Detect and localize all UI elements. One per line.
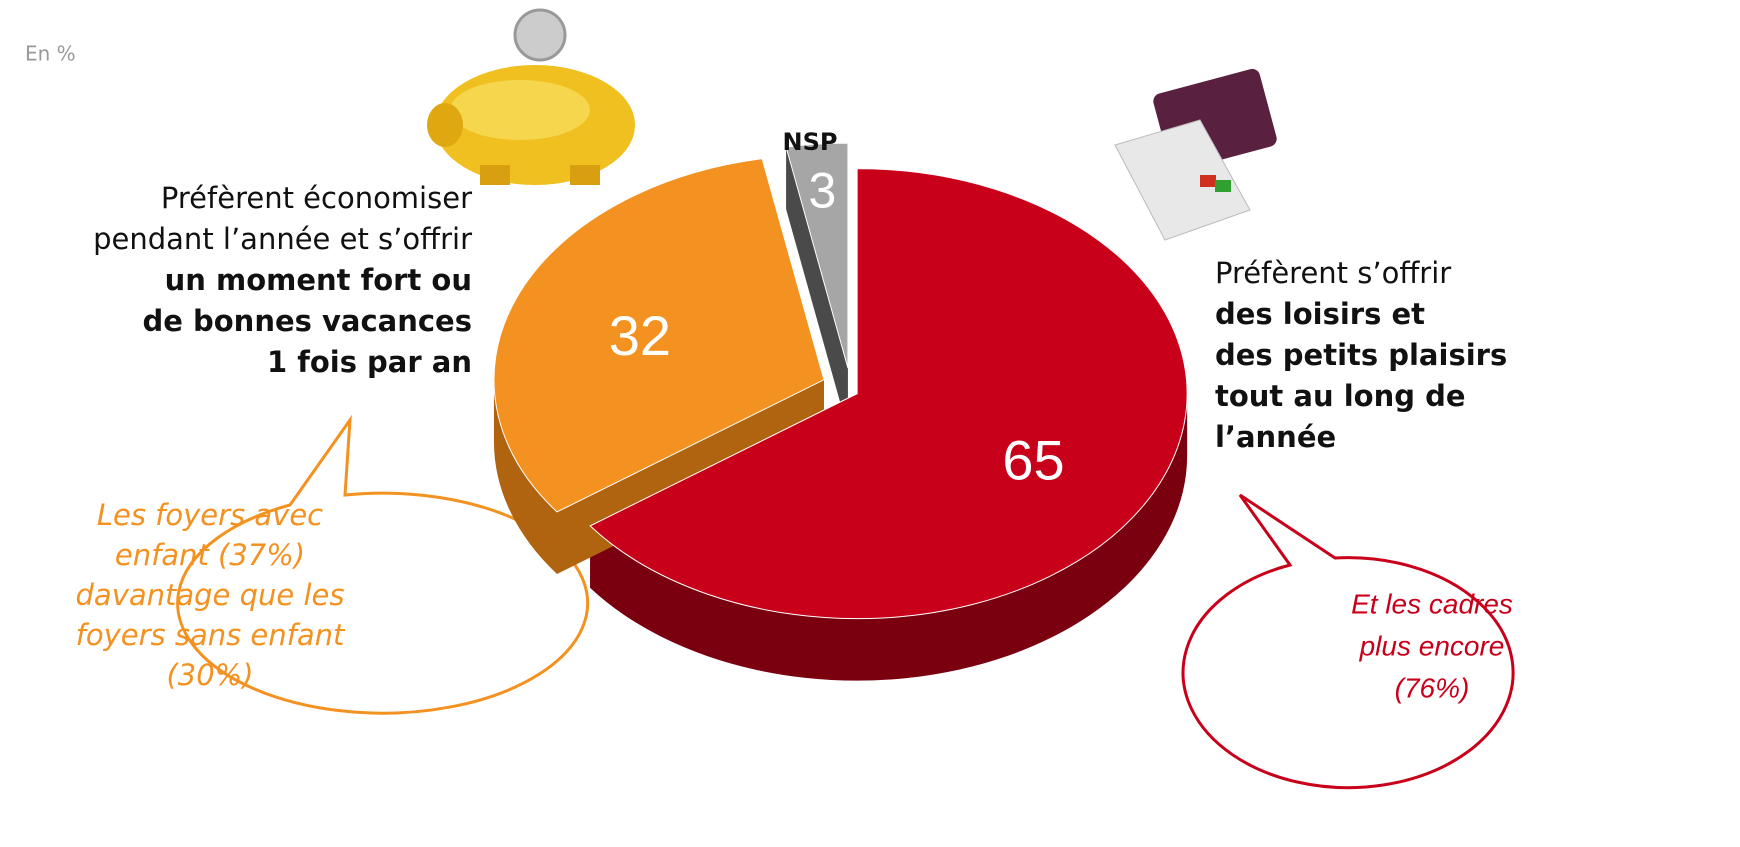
category-label: Préfèrent s’offrir <box>1215 256 1451 290</box>
category-label: tout au long de <box>1215 379 1466 413</box>
slice <box>785 142 849 369</box>
annotation: (76%) <box>1395 672 1470 703</box>
annotation: (30%) <box>166 658 253 692</box>
right-bubble <box>1181 493 1515 790</box>
annotation: davantage que les <box>76 578 345 612</box>
category-label: l’année <box>1215 420 1336 454</box>
annotation: foyers sans enfant <box>76 618 346 652</box>
value-label: 3 <box>809 163 837 219</box>
slice-side <box>590 393 1188 681</box>
slice-cut-face <box>786 147 848 431</box>
annotation: Les foyers avec <box>97 498 323 532</box>
left-bubble <box>176 414 590 715</box>
category-label: des loisirs et <box>1215 297 1425 331</box>
value-label: 65 <box>1002 429 1064 492</box>
unit-note: En % <box>25 42 76 66</box>
category-label: des petits plaisirs <box>1215 338 1507 372</box>
slice-side <box>493 379 557 574</box>
annotation: plus encore <box>1359 630 1505 661</box>
category-label: 1 fois par an <box>267 345 472 379</box>
terminal-icon <box>1114 68 1277 241</box>
value-label: 32 <box>609 304 671 367</box>
annotation: enfant (37%) <box>115 538 305 572</box>
category-label: un moment fort ou <box>165 263 472 297</box>
category-label: Préfèrent économiser <box>161 181 472 215</box>
piggy-icon <box>427 8 635 185</box>
category-label: de bonnes vacances <box>142 304 472 338</box>
annotation: Et les cadres <box>1351 588 1513 619</box>
category-label: pendant l’année et s’offrir <box>93 222 472 256</box>
slice <box>493 158 825 513</box>
category-label: NSP <box>783 128 838 156</box>
slice <box>589 168 1188 620</box>
